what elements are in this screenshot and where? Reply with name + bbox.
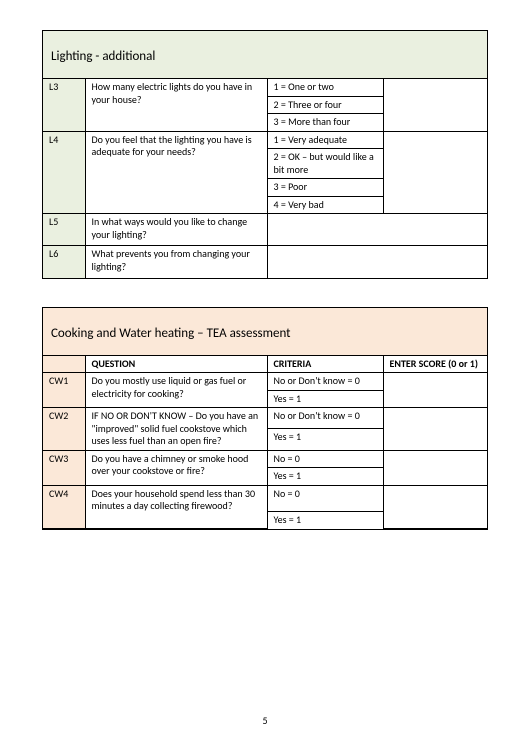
row-question: Do you feel that the lighting you have i…	[85, 131, 267, 214]
lighting-table: L3 How many electric lights do you have …	[43, 79, 487, 278]
header-blank	[43, 356, 85, 373]
row-code: L5	[43, 214, 85, 246]
lighting-section: Lighting - additional L3 How many electr…	[42, 30, 488, 279]
score-cell	[383, 450, 487, 485]
page-number: 5	[0, 714, 530, 727]
criteria-cell: Yes = 1	[267, 511, 383, 528]
criteria-cell: Yes = 1	[267, 390, 383, 408]
row-code: L3	[43, 79, 85, 131]
table-row: L6 What prevents you from changing your …	[43, 246, 487, 278]
row-question: Do you have a chimney or smoke hood over…	[85, 450, 267, 485]
criteria-cell: No or Don't know = 0	[267, 373, 383, 391]
cooking-section: Cooking and Water heating – TEA assessme…	[42, 307, 488, 530]
table-header: QUESTION CRITERIA ENTER SCORE (0 or 1)	[43, 356, 487, 373]
row-code: L6	[43, 246, 85, 278]
criteria-cell: 2 = OK – but would like a bit more	[267, 149, 383, 179]
row-code: CW2	[43, 408, 85, 451]
score-cell	[383, 79, 487, 131]
lighting-title: Lighting - additional	[43, 31, 487, 79]
row-question: How many electric lights do you have in …	[85, 79, 267, 131]
row-code: CW1	[43, 373, 85, 408]
page: Lighting - additional L3 How many electr…	[0, 0, 530, 749]
row-question: In what ways would you like to change yo…	[85, 214, 267, 246]
answer-cell	[267, 214, 487, 246]
criteria-cell: No = 0	[267, 450, 383, 468]
score-cell	[383, 408, 487, 451]
score-cell	[383, 131, 487, 214]
cooking-title: Cooking and Water heating – TEA assessme…	[43, 308, 487, 356]
criteria-cell: Yes = 1	[267, 429, 383, 450]
row-code: CW3	[43, 450, 85, 485]
row-question: IF NO OR DON'T KNOW – Do you have an "im…	[85, 408, 267, 451]
criteria-cell: 1 = One or two	[267, 79, 383, 96]
criteria-cell: No = 0	[267, 485, 383, 511]
cooking-table: QUESTION CRITERIA ENTER SCORE (0 or 1) C…	[43, 356, 487, 529]
row-question: What prevents you from changing your lig…	[85, 246, 267, 278]
answer-cell	[267, 246, 487, 278]
header-score: ENTER SCORE (0 or 1)	[383, 356, 487, 373]
header-criteria: CRITERIA	[267, 356, 383, 373]
row-code: CW4	[43, 485, 85, 528]
criteria-cell: 1 = Very adequate	[267, 131, 383, 149]
table-row: L5 In what ways would you like to change…	[43, 214, 487, 246]
criteria-cell: 3 = More than four	[267, 114, 383, 132]
table-row: L4 Do you feel that the lighting you hav…	[43, 131, 487, 149]
score-cell	[383, 485, 487, 528]
table-row: CW3 Do you have a chimney or smoke hood …	[43, 450, 487, 468]
row-question: Do you mostly use liquid or gas fuel or …	[85, 373, 267, 408]
criteria-cell: 2 = Three or four	[267, 96, 383, 114]
criteria-cell: Yes = 1	[267, 468, 383, 486]
table-row: CW2 IF NO OR DON'T KNOW – Do you have an…	[43, 408, 487, 429]
header-question: QUESTION	[85, 356, 267, 373]
criteria-cell: No or Don't know = 0	[267, 408, 383, 429]
row-code: L4	[43, 131, 85, 214]
criteria-cell: 3 = Poor	[267, 179, 383, 197]
criteria-cell: 4 = Very bad	[267, 196, 383, 214]
row-question: Does your household spend less than 30 m…	[85, 485, 267, 528]
table-row: CW4 Does your household spend less than …	[43, 485, 487, 511]
table-row: CW1 Do you mostly use liquid or gas fuel…	[43, 373, 487, 391]
score-cell	[383, 373, 487, 408]
table-row: L3 How many electric lights do you have …	[43, 79, 487, 96]
